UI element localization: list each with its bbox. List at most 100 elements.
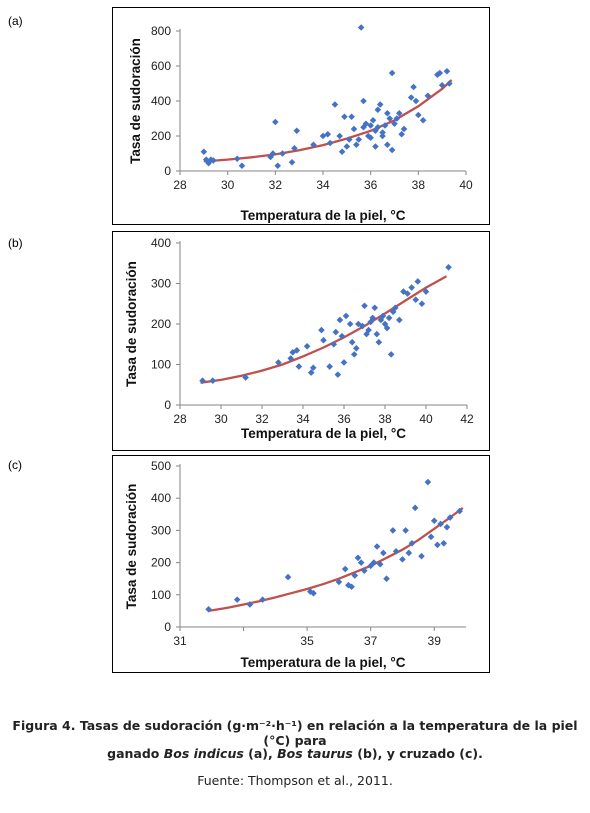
data-point <box>365 326 372 334</box>
data-point <box>348 583 355 591</box>
caption-text: (a), <box>243 746 278 761</box>
data-point <box>419 116 427 124</box>
data-point <box>434 71 441 79</box>
data-point <box>367 318 374 326</box>
data-point <box>233 596 241 603</box>
data-point <box>383 575 390 582</box>
data-point <box>456 507 463 515</box>
data-point <box>437 520 444 528</box>
data-point <box>412 97 420 105</box>
data-point <box>209 377 217 384</box>
x-axis-title: Temperatura de la piel, °C <box>241 208 406 223</box>
x-tick-label: 37 <box>364 634 378 648</box>
data-point <box>434 541 441 549</box>
data-point <box>379 312 387 320</box>
data-point <box>370 559 378 566</box>
y-tick-label: 300 <box>151 523 171 537</box>
data-point <box>369 116 377 124</box>
data-point <box>320 336 327 344</box>
data-point <box>338 332 346 340</box>
data-point <box>383 324 391 332</box>
data-point <box>430 517 438 525</box>
data-point <box>293 127 301 135</box>
figure-caption-line1: Figura 4. Tasas de sudoración (g·m⁻²·h⁻¹… <box>12 718 578 748</box>
data-point <box>259 596 266 603</box>
data-point <box>364 132 372 140</box>
figure-source: Fuente: Thompson et al., 2011. <box>197 773 393 788</box>
data-point <box>246 601 254 608</box>
data-point <box>398 130 405 138</box>
data-point <box>410 83 417 91</box>
chart-frame-a <box>112 7 490 225</box>
panel-label-a: (a) <box>8 14 23 28</box>
trend-line <box>208 506 464 613</box>
data-point <box>407 94 415 101</box>
data-point <box>424 92 432 100</box>
y-tick-label: 500 <box>151 459 171 473</box>
caption-text: ganado <box>107 746 164 761</box>
data-point <box>348 338 356 346</box>
data-point <box>408 539 416 547</box>
data-point <box>367 122 374 129</box>
data-point <box>389 308 397 316</box>
data-point <box>369 314 376 322</box>
data-point <box>363 330 370 338</box>
data-point <box>361 567 368 574</box>
data-point <box>372 143 379 150</box>
data-point <box>289 349 297 356</box>
y-tick-label: 400 <box>151 491 171 505</box>
data-point <box>396 316 403 324</box>
data-point <box>336 316 344 324</box>
data-point <box>360 97 367 105</box>
y-tick-label: 600 <box>151 59 171 73</box>
data-point <box>326 139 334 147</box>
data-point <box>372 127 379 135</box>
x-tick-label: 35 <box>300 634 314 648</box>
data-point <box>412 296 420 303</box>
data-point <box>334 371 342 378</box>
x-tick-label: 28 <box>173 178 187 192</box>
x-tick-label: 34 <box>296 412 310 426</box>
x-tick-label: 34 <box>316 178 330 192</box>
data-point <box>392 548 400 555</box>
data-point <box>348 113 355 121</box>
y-tick-label: 0 <box>164 620 171 634</box>
y-tick-label: 100 <box>151 358 171 372</box>
data-point <box>440 539 448 547</box>
x-tick-label: 32 <box>269 178 283 192</box>
data-point <box>343 143 351 150</box>
data-point <box>388 69 396 77</box>
data-point <box>345 136 353 143</box>
data-point <box>391 304 399 312</box>
data-point <box>330 340 338 348</box>
data-point <box>293 347 301 354</box>
data-point <box>326 363 333 370</box>
data-point <box>242 374 249 381</box>
data-point <box>332 328 340 336</box>
data-point <box>341 113 348 121</box>
trend-line <box>200 275 448 384</box>
data-point <box>274 162 282 170</box>
x-tick-label: 32 <box>255 412 269 426</box>
data-point <box>351 572 359 579</box>
data-point <box>385 314 393 322</box>
data-point <box>400 125 408 133</box>
data-point <box>238 162 246 170</box>
data-point <box>376 101 384 108</box>
data-point <box>357 24 365 31</box>
data-point <box>342 312 350 320</box>
y-tick-label: 0 <box>164 164 171 178</box>
data-point <box>210 157 217 164</box>
data-point <box>353 141 360 149</box>
y-axis-title: Tasa de sudoración <box>128 38 143 164</box>
data-point <box>380 549 387 557</box>
x-tick-label: 40 <box>459 178 473 192</box>
data-point <box>436 69 444 77</box>
x-tick-label: 28 <box>173 412 187 426</box>
data-point <box>379 132 386 140</box>
data-point <box>310 589 317 597</box>
data-point <box>373 543 381 550</box>
data-point <box>443 67 451 75</box>
panel-label-b: (b) <box>8 236 23 250</box>
